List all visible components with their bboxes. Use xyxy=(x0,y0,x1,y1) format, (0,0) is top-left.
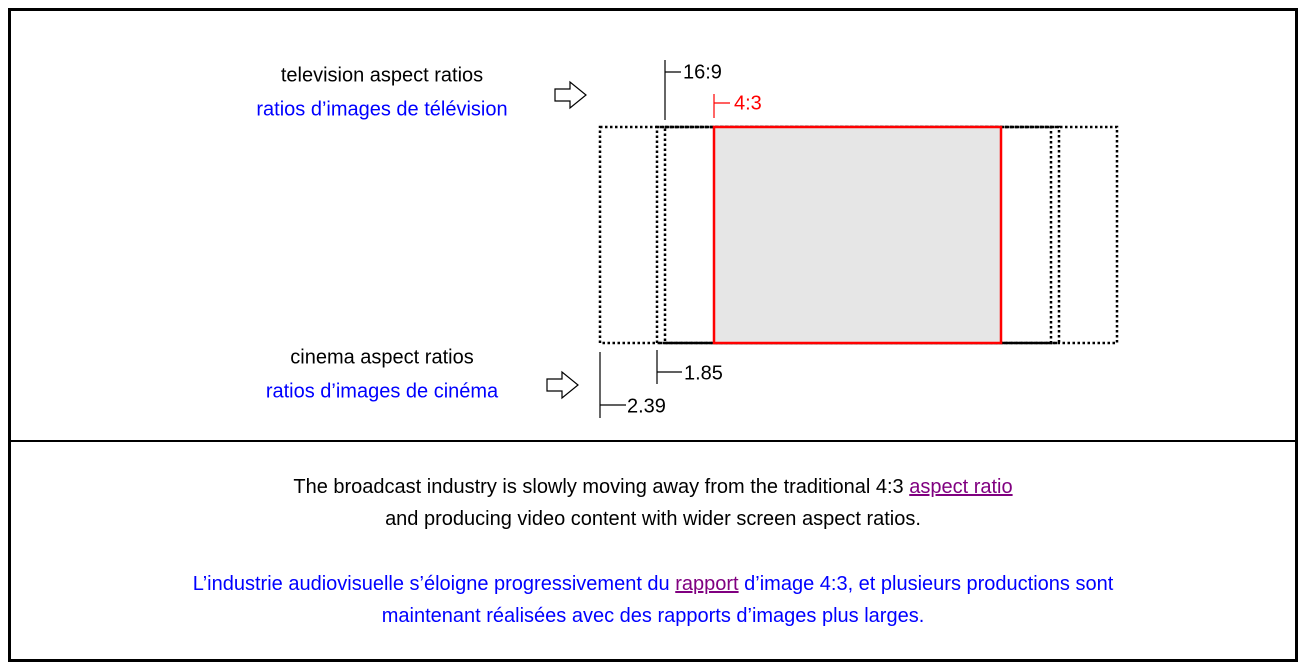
ratio-label: 4:3 xyxy=(734,92,762,114)
arrow xyxy=(546,370,579,400)
tick xyxy=(599,352,626,418)
tick xyxy=(664,60,681,120)
text: L’industrie audiovisuelle s’éloigne prog… xyxy=(192,573,676,595)
caption-en-line: The broadcast industry is slowly moving … xyxy=(11,471,1295,503)
tick xyxy=(713,94,730,118)
ratio-label: 1.85 xyxy=(684,362,723,384)
cinema-label-fr: ratios d’images de cinéma xyxy=(266,380,499,402)
link[interactable]: rapport xyxy=(675,573,739,595)
tick xyxy=(656,350,682,384)
frame-4-3 xyxy=(712,125,1003,345)
tv-label-en: television aspect ratios xyxy=(281,64,483,86)
arrow xyxy=(554,80,587,110)
tv-label-fr: ratios d’images de télévision xyxy=(256,98,507,120)
divider xyxy=(11,440,1295,442)
text: d’image 4:3, et plusieurs productions so… xyxy=(738,573,1114,595)
cinema-label-en: cinema aspect ratios xyxy=(290,346,473,368)
ratio-label: 2.39 xyxy=(627,395,666,417)
text: The broadcast industry is slowly moving … xyxy=(293,476,910,498)
caption-fr-line: L’industrie audiovisuelle s’éloigne prog… xyxy=(11,568,1295,600)
caption-en-line: and producing video content with wider s… xyxy=(385,508,921,530)
ratio-label: 16:9 xyxy=(683,61,722,83)
caption-fr-line: maintenant réalisées avec des rapports d… xyxy=(381,605,925,627)
frame: television aspect ratios ratios d’images… xyxy=(8,8,1298,662)
aspect-diagram: television aspect ratios ratios d’images… xyxy=(256,60,1119,418)
caption: The broadcast industry is slowly moving … xyxy=(11,471,1295,632)
link[interactable]: aspect ratio xyxy=(909,476,1013,498)
